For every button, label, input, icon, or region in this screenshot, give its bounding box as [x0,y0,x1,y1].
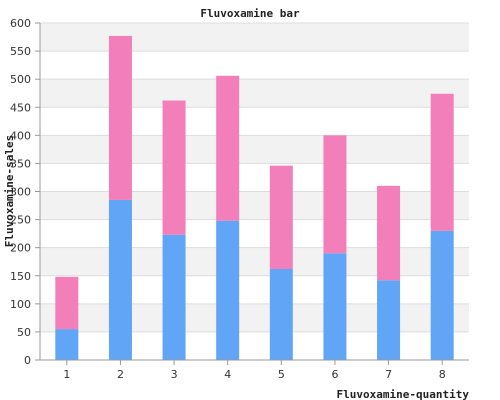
grid-bands [40,23,469,332]
bar-segment-1 [377,280,401,360]
x-tick-label: 2 [117,368,124,381]
bar-segment-2 [162,100,186,235]
x-tick-label: 3 [171,368,178,381]
y-tick-label: 550 [10,45,31,58]
x-axis-label: Fluvoxamine-quantity [337,388,470,400]
bar-segment-1 [269,269,293,360]
grid-band [40,191,469,220]
x-tick-labels: 1 2 3 4 5 6 7 8 [63,360,446,381]
x-tick-label: 7 [385,368,392,381]
bar-segment-1 [108,199,132,360]
y-tick-label: 450 [10,101,31,114]
bar-segment-1 [55,329,79,360]
bar-segment-1 [162,234,186,360]
y-tick-label: 300 [10,186,31,199]
y-axis-label: Fluvoxamine-sales [3,135,16,248]
x-tick-label: 1 [63,368,70,381]
chart-title: Fluvoxamine bar [200,7,300,20]
grid-band [40,135,469,164]
bar-segment-1 [430,230,454,360]
y-tick-label: 350 [10,157,31,170]
bar-segment-2 [269,165,293,270]
y-tick-label: 600 [10,17,31,30]
bar-segment-2 [108,35,132,200]
y-tick-label: 250 [10,214,31,227]
x-tick-label: 4 [224,368,231,381]
bar-segment-2 [216,75,240,221]
y-tick-label: 100 [10,298,31,311]
x-tick-label: 6 [331,368,338,381]
y-tick-label: 200 [10,242,31,255]
x-tick-label: 5 [278,368,285,381]
grid-band [40,303,469,332]
bar-segment-1 [323,253,347,360]
bar-segment-2 [430,93,454,231]
bar-segment-2 [323,135,347,254]
y-tick-label: 500 [10,73,31,86]
bar-segment-2 [377,185,401,281]
bar-segment-1 [216,220,240,360]
axes [39,23,469,361]
y-tick-label: 150 [10,270,31,283]
y-tick-label: 50 [17,326,31,339]
y-tick-label: 0 [24,354,31,367]
grid-band [40,79,469,108]
grid-band [40,247,469,276]
x-tick-label: 8 [439,368,446,381]
y-tick-label: 400 [10,129,31,142]
bars [55,35,454,360]
grid-band [40,23,469,52]
bar-segment-2 [55,276,79,330]
y-tick-labels: 0 50 100 150 200 250 300 350 400 450 500 550 600 [10,17,31,367]
